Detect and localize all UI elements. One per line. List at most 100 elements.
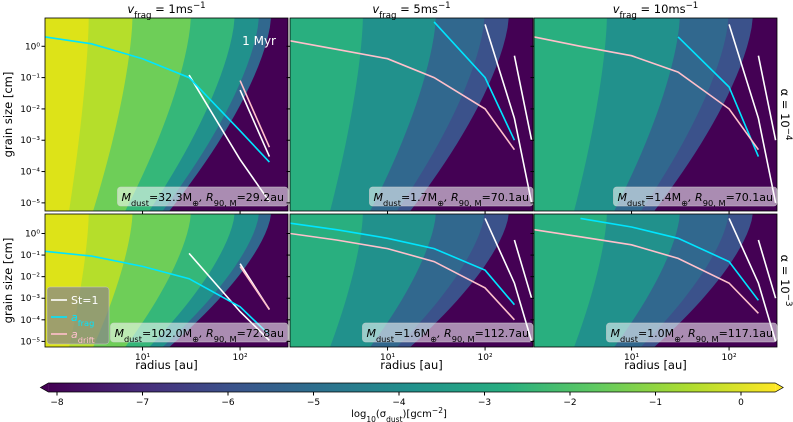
y-tick-label: 10⁰ bbox=[25, 229, 40, 239]
panel: 10¹ 10² Mdust=1.0M⊕, R90, M=117.1au bbox=[530, 213, 778, 363]
frame bbox=[44, 213, 289, 348]
text-part: St=1 bbox=[71, 294, 99, 307]
text-part: frag bbox=[379, 11, 396, 21]
contour-region bbox=[290, 214, 363, 347]
contour-region bbox=[534, 18, 607, 211]
text-part: , R bbox=[681, 327, 696, 340]
x-axis-label: radius [au] bbox=[380, 358, 443, 372]
legend-entry: St=1 bbox=[71, 294, 99, 307]
legend-entry: afrag bbox=[71, 311, 94, 328]
curve bbox=[484, 24, 533, 204]
y-tick-label: 10⁻⁴ bbox=[20, 168, 40, 178]
text-part: dust bbox=[383, 198, 402, 208]
text-part: 90, M bbox=[214, 198, 237, 208]
text-part: log bbox=[351, 409, 366, 420]
frame bbox=[289, 17, 534, 212]
text-part: =29.2au bbox=[237, 191, 284, 204]
curve bbox=[484, 218, 533, 342]
text-part: −1 bbox=[193, 1, 206, 11]
colorbar-tick-label: −6 bbox=[221, 398, 235, 408]
text-part: )[gcm bbox=[403, 409, 432, 420]
text-part: =1.7M bbox=[401, 191, 437, 204]
y-tick-label: 10⁻⁵ bbox=[20, 199, 40, 209]
legend-entry: adrift bbox=[71, 328, 95, 345]
text-part: frag bbox=[134, 11, 151, 21]
text-part: α = 10 bbox=[778, 89, 792, 128]
x-axis-label: radius [au] bbox=[624, 358, 687, 372]
text-part: =102.0M bbox=[142, 327, 192, 340]
frame bbox=[533, 17, 778, 212]
colorbar-label: log10(σdust)[gcm−2] bbox=[351, 406, 447, 422]
annotation: Mdust=102.0M⊕, R90, M=72.8au bbox=[114, 327, 284, 344]
text-part: a bbox=[71, 311, 78, 324]
text-part: = 5ms bbox=[396, 2, 437, 16]
text-part: M bbox=[366, 327, 376, 340]
text-part: ⊕ bbox=[430, 334, 437, 344]
text-part: ⊕ bbox=[674, 334, 681, 344]
curve bbox=[513, 239, 533, 299]
text-part: dust bbox=[124, 334, 143, 344]
text-part: , R bbox=[437, 327, 452, 340]
annotation-box bbox=[369, 186, 534, 207]
colorbar-extend bbox=[40, 383, 49, 392]
text-part: =32.3M bbox=[149, 191, 192, 204]
text-part: v bbox=[372, 2, 379, 16]
plot-area bbox=[290, 18, 533, 211]
curve bbox=[757, 239, 777, 299]
plot-area bbox=[45, 18, 288, 211]
text-part: =117.1au bbox=[719, 327, 773, 340]
text-part: =1.0M bbox=[638, 327, 674, 340]
colorbar-tick-label: −1 bbox=[649, 398, 662, 408]
text-part: , R bbox=[688, 191, 703, 204]
y-tick-label: 10⁻¹ bbox=[20, 74, 40, 84]
text-part: ⊕ bbox=[192, 198, 199, 208]
colorbar-tick-label: −5 bbox=[307, 398, 320, 408]
curve bbox=[580, 217, 760, 301]
y-axis-label: grain size [cm] bbox=[1, 72, 15, 158]
text-part: , R bbox=[444, 191, 459, 204]
text-part: M bbox=[373, 191, 383, 204]
curve bbox=[239, 265, 271, 310]
colorbar-frame bbox=[39, 382, 784, 393]
text-part: , R bbox=[199, 191, 214, 204]
text-part: M bbox=[617, 191, 627, 204]
curve bbox=[513, 55, 533, 141]
annotation-box bbox=[362, 322, 534, 343]
plot-area bbox=[534, 18, 777, 211]
text-part: frag bbox=[78, 318, 95, 328]
y-tick-label: 10⁻³ bbox=[20, 294, 40, 304]
colorbar-tick-label: −8 bbox=[50, 398, 64, 408]
text-part: dust bbox=[620, 334, 639, 344]
curve bbox=[728, 218, 777, 342]
x-tick-label: 10² bbox=[478, 353, 493, 363]
text-part: dust bbox=[131, 198, 150, 208]
text-part: M bbox=[610, 327, 620, 340]
text-part: dust bbox=[627, 198, 646, 208]
text-part: a bbox=[71, 328, 78, 341]
text-part: =1.4M bbox=[645, 191, 681, 204]
panel: 10⁻⁵ 10⁻⁴ 10⁻³ 10⁻² 10⁻¹ 10⁰ Mdust=32.3M⊕, R90… bbox=[20, 17, 289, 215]
text-part: 90, M bbox=[696, 334, 719, 344]
row-label: α = 10−3 bbox=[778, 255, 793, 307]
curve bbox=[534, 228, 759, 314]
text-part: =112.7au bbox=[475, 327, 529, 340]
curve bbox=[290, 222, 516, 306]
y-tick-label: 10⁰ bbox=[25, 42, 40, 52]
annotation-box bbox=[613, 186, 778, 207]
text-part: M bbox=[121, 191, 131, 204]
time-label: 1 Myr bbox=[242, 34, 276, 48]
panel: Mdust=1.4M⊕, R90, M=70.1au bbox=[530, 17, 778, 215]
text-part: frag bbox=[620, 11, 637, 21]
text-part: , R bbox=[199, 327, 214, 340]
text-part: −1 bbox=[686, 1, 699, 11]
curve bbox=[239, 89, 271, 157]
y-tick-label: 10⁻² bbox=[20, 105, 40, 115]
annotation: Mdust=1.4M⊕, R90, M=70.1au bbox=[617, 191, 773, 208]
curve bbox=[433, 21, 516, 141]
text-part: = 1ms bbox=[151, 2, 192, 16]
column-title: vfrag = 5ms−1 bbox=[372, 1, 450, 21]
text-part: =72.8au bbox=[237, 327, 284, 340]
text-part: −4 bbox=[783, 128, 793, 141]
colorbar-tick-label: −2 bbox=[563, 398, 576, 408]
text-part: =70.1au bbox=[726, 191, 773, 204]
